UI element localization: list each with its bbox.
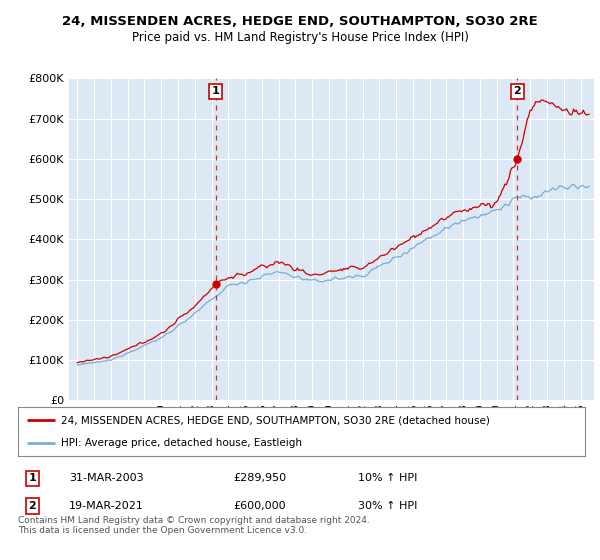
Text: £600,000: £600,000 xyxy=(233,501,286,511)
Text: £289,950: £289,950 xyxy=(233,473,287,483)
Text: 2: 2 xyxy=(28,501,36,511)
Text: 1: 1 xyxy=(28,473,36,483)
Text: This data is licensed under the Open Government Licence v3.0.: This data is licensed under the Open Gov… xyxy=(18,526,307,535)
Text: 2: 2 xyxy=(514,86,521,96)
Text: 31-MAR-2003: 31-MAR-2003 xyxy=(69,473,143,483)
Text: 24, MISSENDEN ACRES, HEDGE END, SOUTHAMPTON, SO30 2RE: 24, MISSENDEN ACRES, HEDGE END, SOUTHAMP… xyxy=(62,15,538,28)
Text: Contains HM Land Registry data © Crown copyright and database right 2024.: Contains HM Land Registry data © Crown c… xyxy=(18,516,370,525)
Text: HPI: Average price, detached house, Eastleigh: HPI: Average price, detached house, East… xyxy=(61,438,302,448)
Text: Price paid vs. HM Land Registry's House Price Index (HPI): Price paid vs. HM Land Registry's House … xyxy=(131,31,469,44)
Text: 19-MAR-2021: 19-MAR-2021 xyxy=(69,501,144,511)
Text: 30% ↑ HPI: 30% ↑ HPI xyxy=(358,501,418,511)
Text: 10% ↑ HPI: 10% ↑ HPI xyxy=(358,473,418,483)
Text: 24, MISSENDEN ACRES, HEDGE END, SOUTHAMPTON, SO30 2RE (detached house): 24, MISSENDEN ACRES, HEDGE END, SOUTHAMP… xyxy=(61,416,490,426)
Text: 1: 1 xyxy=(212,86,220,96)
